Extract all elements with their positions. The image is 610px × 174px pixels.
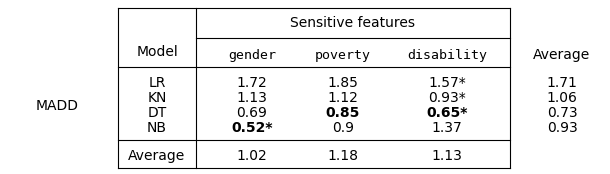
Text: 0.73: 0.73: [547, 106, 577, 120]
Text: 0.93: 0.93: [547, 121, 578, 135]
Text: 1.18: 1.18: [328, 149, 359, 163]
Text: Average: Average: [128, 149, 185, 163]
Text: Average: Average: [533, 48, 590, 62]
Text: 1.13: 1.13: [237, 91, 267, 105]
Text: DT: DT: [148, 106, 167, 120]
Text: 0.52*: 0.52*: [231, 121, 273, 135]
Text: LR: LR: [148, 76, 166, 90]
Text: 1.72: 1.72: [237, 76, 267, 90]
Text: NB: NB: [147, 121, 167, 135]
Text: 0.93*: 0.93*: [428, 91, 466, 105]
Text: 1.06: 1.06: [547, 91, 578, 105]
Text: 1.12: 1.12: [328, 91, 359, 105]
Text: 0.85: 0.85: [326, 106, 360, 120]
Text: 1.02: 1.02: [237, 149, 267, 163]
Text: 1.71: 1.71: [547, 76, 578, 90]
Text: 1.13: 1.13: [431, 149, 462, 163]
Text: disability: disability: [407, 49, 487, 61]
Text: 0.9: 0.9: [332, 121, 354, 135]
Text: KN: KN: [147, 91, 167, 105]
Text: MADD: MADD: [35, 98, 79, 113]
Text: 1.37: 1.37: [432, 121, 462, 135]
Text: 0.69: 0.69: [237, 106, 267, 120]
Text: 1.85: 1.85: [328, 76, 359, 90]
Text: Model: Model: [136, 45, 178, 60]
Text: gender: gender: [228, 49, 276, 61]
Text: poverty: poverty: [315, 49, 371, 61]
Text: Sensitive features: Sensitive features: [290, 16, 415, 30]
Text: 0.65*: 0.65*: [426, 106, 468, 120]
Text: 1.57*: 1.57*: [428, 76, 466, 90]
